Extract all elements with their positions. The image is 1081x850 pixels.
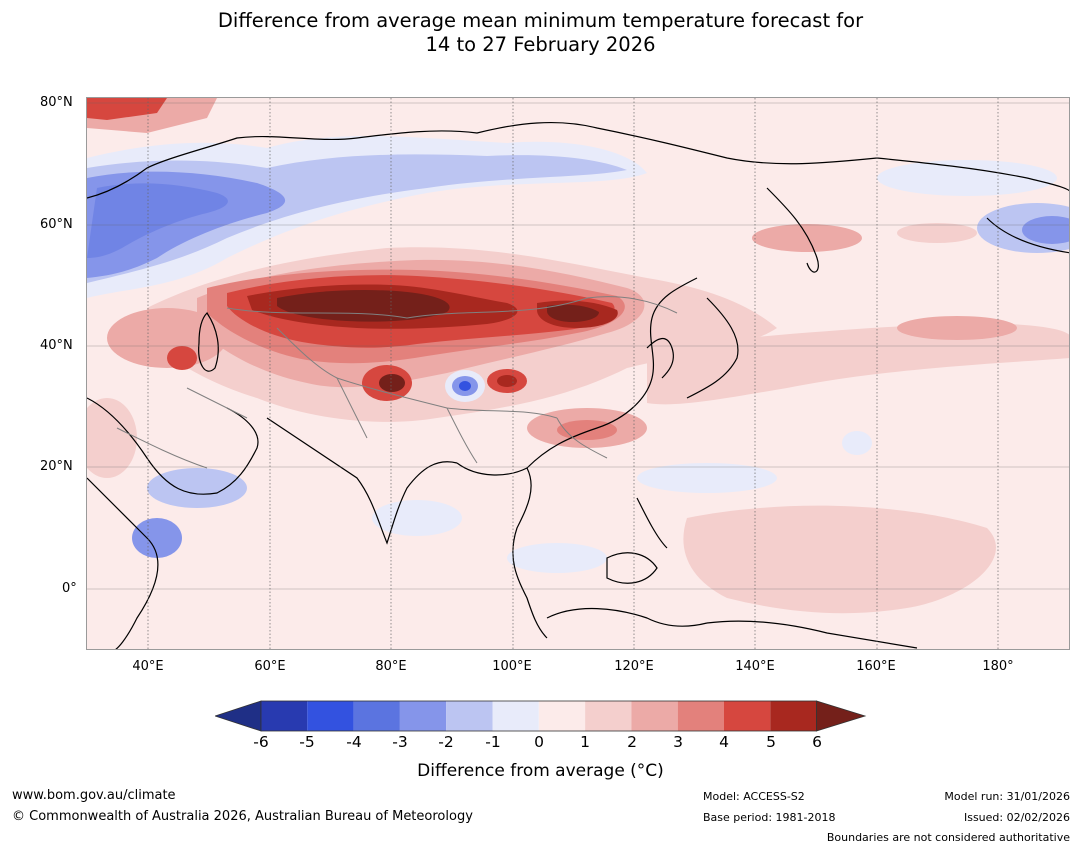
colorbar-label: 4	[719, 733, 729, 751]
anomaly-cold-arctic-east	[877, 160, 1057, 196]
colorbar-bin	[261, 701, 308, 731]
anomaly-arctic-warm-core	[87, 98, 167, 120]
footer-website[interactable]: www.bom.gov.au/climate	[12, 788, 176, 803]
colorbar-bin	[724, 701, 771, 731]
lon-label-180: 180°	[982, 659, 1014, 674]
lon-label-140e: 140°E	[735, 659, 775, 674]
colorbar-label: 3	[673, 733, 683, 751]
lat-label-40n: 40°N	[40, 338, 73, 353]
colorbar-bin	[770, 701, 817, 731]
colorbar-bin	[307, 701, 354, 731]
lon-label-120e: 120°E	[614, 659, 654, 674]
colorbar-bin	[492, 701, 539, 731]
footer-disclaimer: Boundaries are not considered authoritat…	[826, 831, 1070, 844]
chart-title-line2: 14 to 27 February 2026	[425, 33, 656, 56]
country-boundaries	[116, 296, 678, 469]
colorbar-label: 0	[534, 733, 544, 751]
colorbar-outline	[260, 700, 817, 732]
anomaly-cold-tibet-core	[459, 381, 471, 391]
anomaly-warm-pacific	[647, 323, 1069, 405]
colorbar-label: 6	[812, 733, 822, 751]
colorbar-extend-low	[215, 700, 262, 732]
anomaly-warm-kamchatka	[897, 223, 977, 243]
anomaly-cold-pacific-spot	[842, 431, 872, 455]
lon-label-100e: 100°E	[492, 659, 532, 674]
anomaly-cold-horn-africa	[132, 518, 182, 558]
lon-label-80e: 80°E	[375, 659, 407, 674]
colorbar-extend-high	[816, 700, 867, 732]
lon-label-60e: 60°E	[254, 659, 286, 674]
colorbar-bin	[631, 701, 678, 731]
anomaly-warm-maritime	[683, 505, 996, 614]
colorbar-label: -1	[485, 733, 501, 751]
lat-label-20n: 20°N	[40, 459, 73, 474]
anomaly-warm-tibet-west-core	[379, 374, 405, 392]
anomaly-cold-core-strong	[87, 183, 228, 258]
gridlines	[87, 98, 1069, 649]
colorbar-label: -5	[299, 733, 315, 751]
anomaly-warm-pacific-core	[897, 316, 1017, 340]
colorbar-label: 1	[580, 733, 590, 751]
anomaly-warm-core	[277, 290, 450, 322]
lat-label-60n: 60°N	[40, 217, 73, 232]
colorbar-bin	[353, 701, 400, 731]
colorbar-label: 5	[766, 733, 776, 751]
colorbar-label: -4	[346, 733, 362, 751]
anomaly-warm-caspian-core	[167, 346, 197, 370]
lat-label-equator: 0°	[62, 581, 77, 596]
anomaly-warm-tibet-east-core	[497, 375, 517, 387]
footer-copyright: © Commonwealth of Australia 2026, Austra…	[12, 809, 473, 824]
colorbar-bin	[677, 701, 724, 731]
anomaly-map	[86, 97, 1070, 650]
colorbar-bin	[399, 701, 447, 731]
footer-base-period: Base period: 1981-2018	[703, 811, 836, 824]
anomaly-warm-east-china-core	[557, 420, 617, 440]
anomaly-cold-south-china-sea	[507, 543, 607, 573]
colorbar-label: -3	[392, 733, 408, 751]
footer-issued: Issued: 02/02/2026	[963, 811, 1070, 824]
colorbar-label: 2	[627, 733, 637, 751]
colorbar-label: -6	[253, 733, 269, 751]
coastlines	[87, 121, 1069, 649]
anomaly-cold-bering-core	[1022, 216, 1069, 244]
anomaly-warm-caspian	[107, 308, 227, 368]
colorbar-label: -2	[438, 733, 454, 751]
lon-label-160e: 160°E	[856, 659, 896, 674]
anomaly-cold-arabia	[147, 468, 247, 508]
colorbar-bin	[446, 701, 493, 731]
colorbar	[215, 700, 867, 732]
colorbar-bin	[585, 701, 632, 731]
anomaly-warm-mongolia-core	[547, 304, 599, 322]
footer-model-run: Model run: 31/01/2026	[944, 790, 1070, 803]
anomaly-cold-bay-bengal	[372, 500, 462, 536]
map-svg	[87, 98, 1069, 649]
footer-model: Model: ACCESS-S2	[703, 790, 805, 803]
colorbar-title: Difference from average (°C)	[417, 761, 664, 781]
anomaly-warm-arabia	[87, 398, 137, 478]
chart-title-line1: Difference from average mean minimum tem…	[217, 9, 864, 32]
anomaly-warm-okhotsk	[752, 224, 862, 252]
lon-label-40e: 40°E	[132, 659, 164, 674]
colorbar-bin	[538, 701, 586, 731]
lat-label-80n: 80°N	[40, 95, 73, 110]
anomaly-cold-philippine-sea	[637, 463, 777, 493]
